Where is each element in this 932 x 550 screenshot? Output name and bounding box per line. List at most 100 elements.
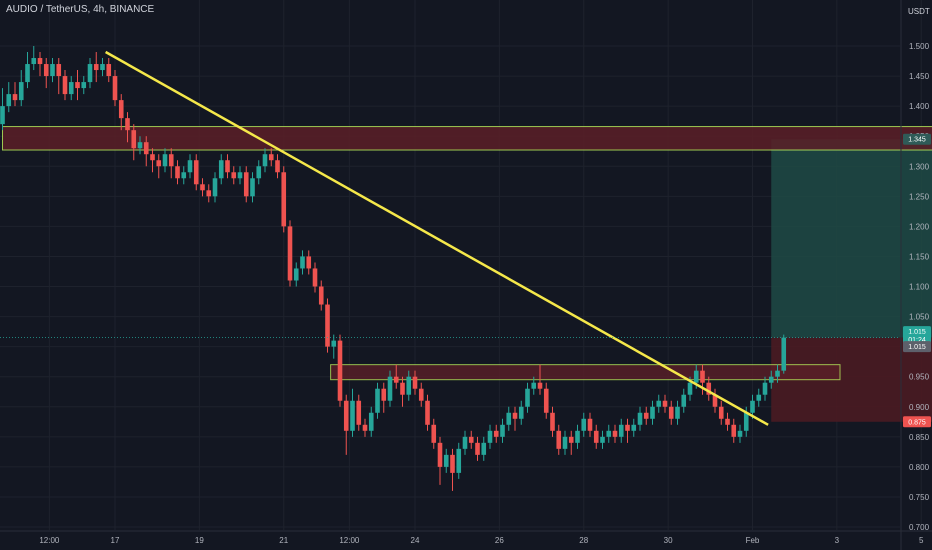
y-tick-label: 1.050 [909, 313, 930, 322]
x-tick-label: 3 [835, 536, 840, 545]
candle-body-up [250, 178, 255, 197]
candle-body-up [25, 64, 30, 83]
candle-body-up [218, 160, 224, 179]
candle-body-down [356, 400, 362, 425]
resistance-zone[interactable] [2, 126, 932, 151]
candle-body-up [750, 400, 755, 413]
candle-body-down [306, 256, 312, 269]
candle-body-up [525, 388, 530, 407]
candle-body-up [531, 382, 537, 389]
y-tick-label: 1.500 [909, 42, 930, 51]
candle-body-down [568, 436, 574, 443]
candle-body-down [718, 406, 724, 419]
candle-body-down [43, 64, 49, 77]
candle-body-down [418, 388, 424, 401]
candle-body-up [637, 412, 643, 425]
x-tick-label: 5 [919, 536, 924, 545]
candle-body-down [412, 376, 418, 389]
y-tick-label: 1.200 [909, 222, 930, 231]
pair-title: AUDIO / TetherUS, 4h, BINANCE [6, 4, 155, 15]
candle-body-down [168, 154, 174, 167]
candle-body-down [725, 418, 730, 425]
x-tick-label: 12:00 [339, 536, 360, 545]
candle-body-down [193, 160, 199, 185]
candle-body-up [137, 142, 143, 149]
y-tick-label: 0.950 [909, 373, 930, 382]
breakout-zone[interactable] [330, 364, 841, 381]
candle-body-up [181, 172, 187, 179]
candle-body-down [12, 94, 18, 101]
y-tick-label: 1.300 [909, 162, 930, 171]
candle-body-down [381, 388, 387, 401]
candle-body-up [656, 400, 662, 407]
candle-body-up [81, 82, 87, 89]
descending-trendline[interactable] [105, 50, 769, 426]
candle-body-down [225, 160, 230, 173]
candle-body-down [556, 430, 562, 449]
candle-body-up [581, 418, 587, 431]
candle-body-down [337, 340, 343, 401]
candle-body-down [537, 382, 543, 389]
price-tag-last [903, 341, 931, 353]
candle-body-up [368, 412, 374, 431]
x-tick-label: 26 [495, 536, 504, 545]
candle-body-down [425, 400, 430, 425]
price-tag-label: 0.875 [908, 419, 926, 426]
price-tag-label: 1.345 [908, 137, 926, 144]
candle-body-up [375, 388, 380, 413]
y-tick-label: 1.150 [909, 252, 930, 261]
x-tick-label: 28 [579, 536, 588, 545]
candle-layer [0, 46, 787, 491]
candle-body-up [100, 64, 105, 71]
candle-body-down [312, 268, 318, 287]
candle-body-up [487, 430, 493, 443]
price-tag-label: 1.015 [908, 344, 926, 351]
overlay-layer[interactable] [0, 50, 900, 426]
candle-body-down [275, 160, 280, 173]
candle-body-up [768, 376, 774, 383]
y-tick-label: 0.750 [909, 493, 930, 502]
candle-body-up [262, 154, 268, 167]
candle-body-down [206, 190, 212, 197]
y-tick-label: 1.100 [909, 283, 930, 292]
candle-body-down [75, 82, 80, 89]
candle-body-up [650, 406, 655, 419]
y-tick-label: 0.900 [909, 403, 930, 412]
candle-body-up [775, 370, 780, 377]
price-tag-target [903, 133, 931, 145]
grid-layer [0, 0, 922, 530]
candle-body-up [443, 454, 449, 467]
candle-body-up [481, 442, 487, 455]
x-tick-label: 24 [411, 536, 420, 545]
candle-body-down [112, 76, 118, 101]
candle-body-up [681, 394, 687, 407]
candle-body-down [106, 64, 112, 77]
candle-body-down [143, 142, 149, 155]
candle-body-down [281, 172, 287, 227]
candle-body-down [700, 370, 705, 383]
candle-body-up [87, 64, 93, 83]
time-scale[interactable]: 12:00 17 19 21 12:00 24 26 28 30 Feb 3 5 [39, 536, 924, 545]
candle-body-down [150, 154, 155, 161]
candle-body-down [431, 424, 437, 443]
candle-body-up [187, 160, 193, 173]
candle-body-down [468, 436, 474, 443]
candle-body-up [743, 412, 749, 431]
y-tick-label: 1.250 [909, 192, 930, 201]
candle-body-up [506, 412, 512, 425]
candle-body-up [687, 382, 693, 395]
candle-body-up [600, 436, 605, 443]
candle-body-down [450, 454, 455, 473]
candle-body-up [293, 268, 299, 281]
price-tag-label: 01:24 [908, 337, 926, 344]
candle-body-up [350, 400, 355, 431]
candle-body-down [118, 100, 124, 119]
candle-body-down [37, 58, 43, 65]
candle-body-down [243, 172, 249, 197]
candle-body-up [500, 424, 505, 437]
candle-body-up [562, 436, 568, 449]
candle-body-down [643, 412, 649, 419]
candle-body-down [156, 160, 162, 167]
